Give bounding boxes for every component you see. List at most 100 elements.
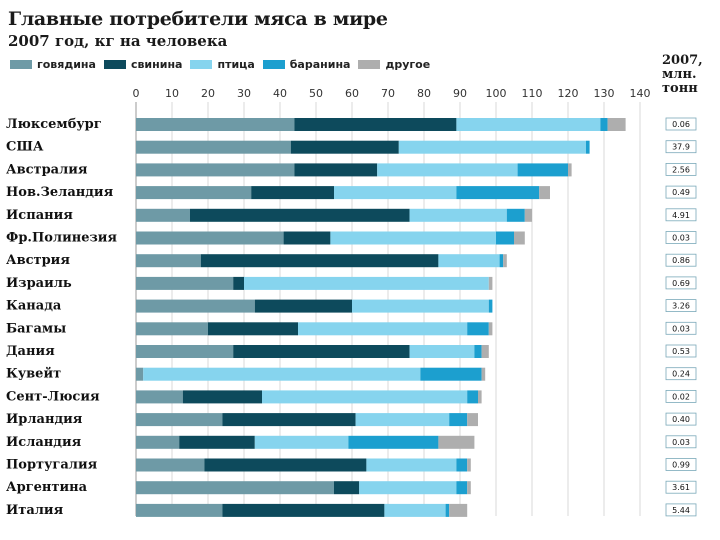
side-value-box <box>665 140 697 154</box>
bar-segment <box>467 413 478 427</box>
bar-segment <box>517 163 568 177</box>
bar-segment <box>136 367 144 381</box>
bar-segment <box>366 458 457 472</box>
bar-segment <box>283 231 331 245</box>
bar-segment <box>398 140 586 154</box>
bar-segment <box>136 254 201 268</box>
legend-swatch-other <box>358 60 381 69</box>
bar-segment <box>136 231 284 245</box>
bar-segment <box>384 503 446 517</box>
legend-item-mutton: баранина <box>262 58 351 71</box>
side-value-box <box>665 162 697 176</box>
side-value-box <box>665 208 697 222</box>
bar-segment <box>481 367 486 381</box>
side-value-label: 0.40 <box>672 415 690 424</box>
side-value-box <box>665 435 697 449</box>
bar-segment <box>136 299 255 313</box>
side-value-box <box>665 412 697 426</box>
bar-segment <box>136 118 295 131</box>
legend-swatch-pork <box>103 60 126 69</box>
bar-segment <box>222 413 356 427</box>
bar-segment <box>290 140 399 154</box>
x-tick-label: 100 <box>486 87 507 100</box>
category-label: Люксембург <box>6 117 102 132</box>
bar-segment <box>136 481 334 495</box>
legend-item-beef: говядина <box>10 58 96 71</box>
chart-subtitle: 2007 год, кг на человека <box>8 32 228 50</box>
side-value-label: 37.9 <box>672 143 690 152</box>
bar-segment <box>136 163 295 177</box>
bar-segment <box>456 186 540 200</box>
category-label: Канада <box>6 299 62 314</box>
bar-segment <box>488 276 493 290</box>
bar-segment <box>355 413 450 427</box>
bar-segment <box>488 322 493 336</box>
category-label: Багамы <box>6 321 66 336</box>
legend-item-pork: свинина <box>103 58 182 71</box>
x-tick-label: 50 <box>309 87 323 100</box>
chart-legend: говядина свинина птица баранина другое <box>10 58 430 71</box>
bar-segment <box>208 322 298 336</box>
category-label: Испания <box>6 208 73 223</box>
bar-segment <box>136 276 234 290</box>
bar-segment <box>334 186 457 200</box>
bar-segment <box>449 413 468 427</box>
bar-segment <box>136 186 252 200</box>
category-label: Португалия <box>6 458 98 473</box>
bar-segment <box>377 163 518 177</box>
bar-segment <box>262 390 468 404</box>
category-label: Кувейт <box>6 367 61 382</box>
side-value-label: 2.56 <box>672 165 690 174</box>
bar-segment <box>334 481 360 495</box>
x-tick-label: 130 <box>594 87 615 100</box>
bar-segment <box>136 435 180 449</box>
bar-segment <box>456 458 468 472</box>
bar-segment <box>294 163 378 177</box>
bar-segment <box>182 390 262 404</box>
bar-segment <box>200 254 439 268</box>
x-tick-label: 20 <box>201 87 215 100</box>
bar-segment <box>568 163 572 177</box>
side-column-header: 2007, млн. тонн <box>662 53 703 96</box>
legend-label-poultry: птица <box>217 58 255 71</box>
bar-segment <box>136 322 208 336</box>
x-tick-label: 10 <box>165 87 179 100</box>
chart-title: Главные потребители мяса в мире <box>8 8 388 30</box>
x-tick-label: 110 <box>522 87 543 100</box>
side-value-box <box>665 185 697 199</box>
side-value-label: 0.02 <box>672 392 690 401</box>
x-tick-label: 0 <box>133 87 140 100</box>
side-value-label: 0.69 <box>672 279 690 288</box>
side-value-box <box>665 299 697 313</box>
side-value-label: 0.03 <box>672 438 690 447</box>
category-label: Австралия <box>6 162 88 177</box>
legend-swatch-beef <box>10 60 32 69</box>
bar-segment <box>539 186 550 200</box>
legend-swatch-poultry <box>190 60 213 69</box>
legend-item-other: другое <box>358 58 430 71</box>
bar-segment <box>233 345 410 358</box>
bar-segment <box>438 435 475 449</box>
side-value-box <box>665 253 697 267</box>
category-label: Фр.Полинезия <box>6 231 117 246</box>
legend-label-beef: говядина <box>37 58 96 71</box>
bar-segment <box>449 503 468 517</box>
side-value-label: 0.49 <box>672 188 690 197</box>
side-value-box <box>665 276 697 290</box>
category-label: Аргентина <box>6 480 88 495</box>
legend-label-mutton: баранина <box>289 58 351 71</box>
side-value-label: 0.03 <box>672 324 690 333</box>
bar-segment <box>254 299 352 313</box>
category-label: Ирландия <box>6 412 83 427</box>
bar-segment <box>136 503 223 517</box>
bar-segment <box>251 186 334 200</box>
bar-segment <box>524 208 532 222</box>
side-value-box <box>665 321 697 335</box>
bar-segment <box>204 458 367 472</box>
bar-segment <box>179 435 255 449</box>
bar-segment <box>244 276 489 290</box>
category-label: Исландия <box>6 435 82 450</box>
category-label: США <box>6 140 44 155</box>
bar-segment <box>409 345 475 358</box>
